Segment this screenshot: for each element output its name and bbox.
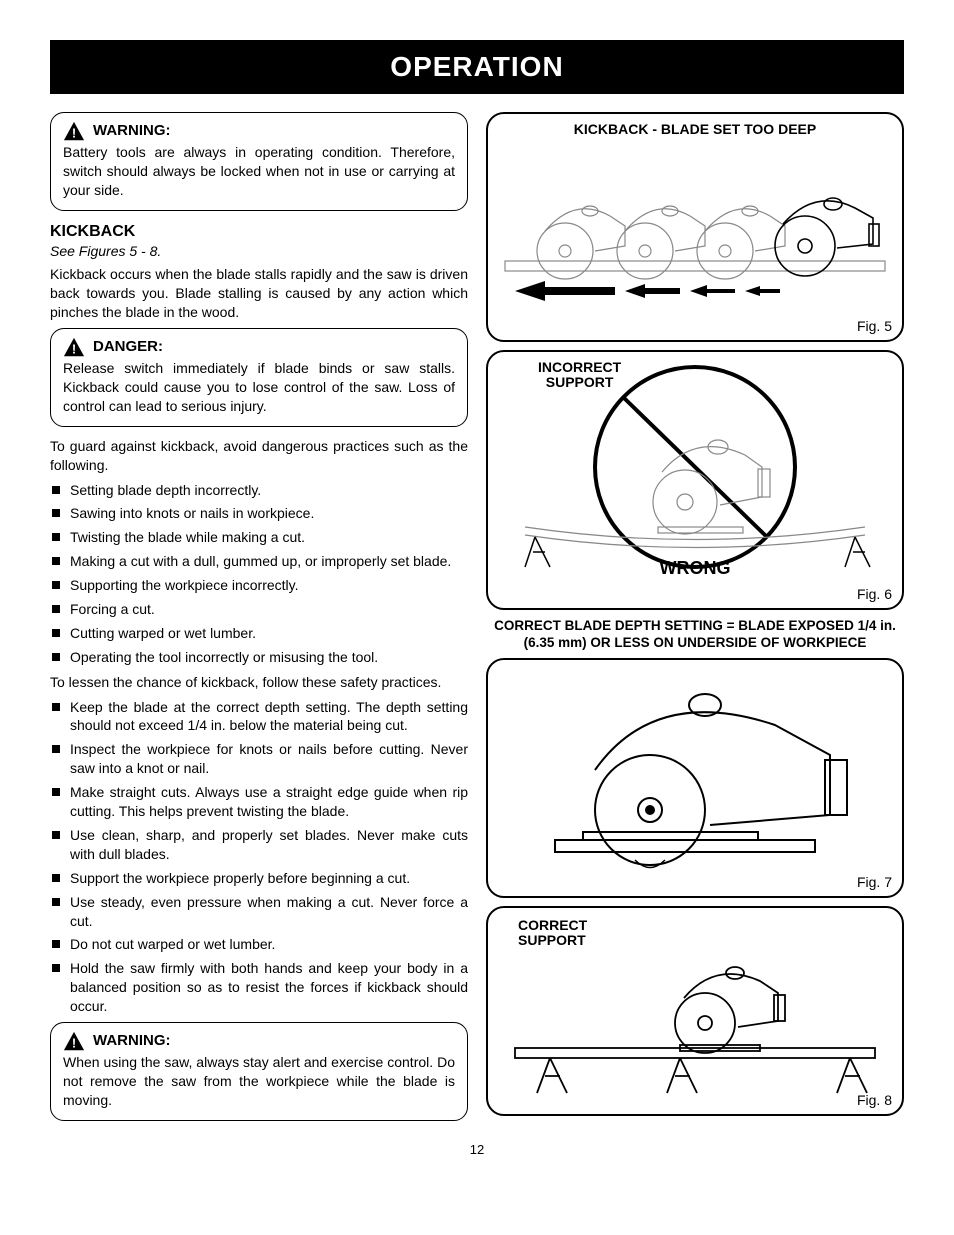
danger-callout: ! DANGER: Release switch immediately if … <box>50 328 468 427</box>
warning-callout-1: ! WARNING: Battery tools are always in o… <box>50 112 468 211</box>
lessen-intro: To lessen the chance of kickback, follow… <box>50 673 468 692</box>
list-item: Making a cut with a dull, gummed up, or … <box>50 552 468 571</box>
list-item: Inspect the workpiece for knots or nails… <box>50 740 468 778</box>
warning-icon: ! <box>63 1031 85 1051</box>
warning-callout-2: ! WARNING: When using the saw, always st… <box>50 1022 468 1121</box>
list-item: Support the workpiece properly before be… <box>50 869 468 888</box>
figure-7-illustration <box>488 660 902 895</box>
danger-body: Release switch immediately if blade bind… <box>63 359 455 416</box>
figure-7-caption: Fig. 7 <box>857 873 892 892</box>
figure-6-caption: Fig. 6 <box>857 585 892 604</box>
warning-label: WARNING: <box>93 121 171 141</box>
list-item: Sawing into knots or nails in workpiece. <box>50 504 468 523</box>
list-item: Do not cut warped or wet lumber. <box>50 935 468 954</box>
figure-5-title: KICKBACK - BLADE SET TOO DEEP <box>488 114 902 141</box>
warning-icon: ! <box>63 121 85 141</box>
list-item: Cutting warped or wet lumber. <box>50 624 468 643</box>
left-column: ! WARNING: Battery tools are always in o… <box>50 112 468 1131</box>
page-title-bar: OPERATION <box>50 40 904 94</box>
list-item: Use steady, even pressure when making a … <box>50 893 468 931</box>
practices-list: Keep the blade at the correct depth sett… <box>50 698 468 1016</box>
kickback-heading: KICKBACK <box>50 221 468 243</box>
figure-8: CORRECT SUPPORT <box>486 906 904 1116</box>
figure-8-caption: Fig. 8 <box>857 1091 892 1110</box>
figure-5-illustration <box>488 141 902 311</box>
svg-text:!: ! <box>72 125 76 140</box>
page-number: 12 <box>50 1141 904 1159</box>
list-item: Hold the saw firmly with both hands and … <box>50 959 468 1016</box>
list-item: Twisting the blade while making a cut. <box>50 528 468 547</box>
figure-6-label: INCORRECT SUPPORT <box>538 360 621 391</box>
figure-5: KICKBACK - BLADE SET TOO DEEP <box>486 112 904 342</box>
danger-label: DANGER: <box>93 337 163 357</box>
guard-intro: To guard against kickback, avoid dangero… <box>50 437 468 475</box>
list-item: Use clean, sharp, and properly set blade… <box>50 826 468 864</box>
list-item: Keep the blade at the correct depth sett… <box>50 698 468 736</box>
list-item: Supporting the workpiece incorrectly. <box>50 576 468 595</box>
avoid-list: Setting blade depth incorrectly. Sawing … <box>50 481 468 667</box>
figure-8-label: CORRECT SUPPORT <box>518 918 587 949</box>
warning-body: Battery tools are always in operating co… <box>63 143 455 200</box>
mid-caption: CORRECT BLADE DEPTH SETTING = BLADE EXPO… <box>486 618 904 652</box>
list-item: Setting blade depth incorrectly. <box>50 481 468 500</box>
warning-label: WARNING: <box>93 1031 171 1051</box>
svg-text:!: ! <box>72 1036 76 1051</box>
list-item: Forcing a cut. <box>50 600 468 619</box>
danger-icon: ! <box>63 337 85 357</box>
list-item: Make straight cuts. Always use a straigh… <box>50 783 468 821</box>
svg-text:!: ! <box>72 341 76 356</box>
figure-6-wrong: WRONG <box>488 556 902 580</box>
figure-7: Fig. 7 <box>486 658 904 898</box>
right-column: KICKBACK - BLADE SET TOO DEEP <box>486 112 904 1131</box>
list-item: Operating the tool incorrectly or misusi… <box>50 648 468 667</box>
warning-body: When using the saw, always stay alert an… <box>63 1053 455 1110</box>
figure-6: INCORRECT SUPPORT <box>486 350 904 610</box>
kickback-intro: Kickback occurs when the blade stalls ra… <box>50 265 468 322</box>
figure-5-caption: Fig. 5 <box>857 317 892 336</box>
two-column-layout: ! WARNING: Battery tools are always in o… <box>50 112 904 1131</box>
see-figures: See Figures 5 - 8. <box>50 242 468 261</box>
